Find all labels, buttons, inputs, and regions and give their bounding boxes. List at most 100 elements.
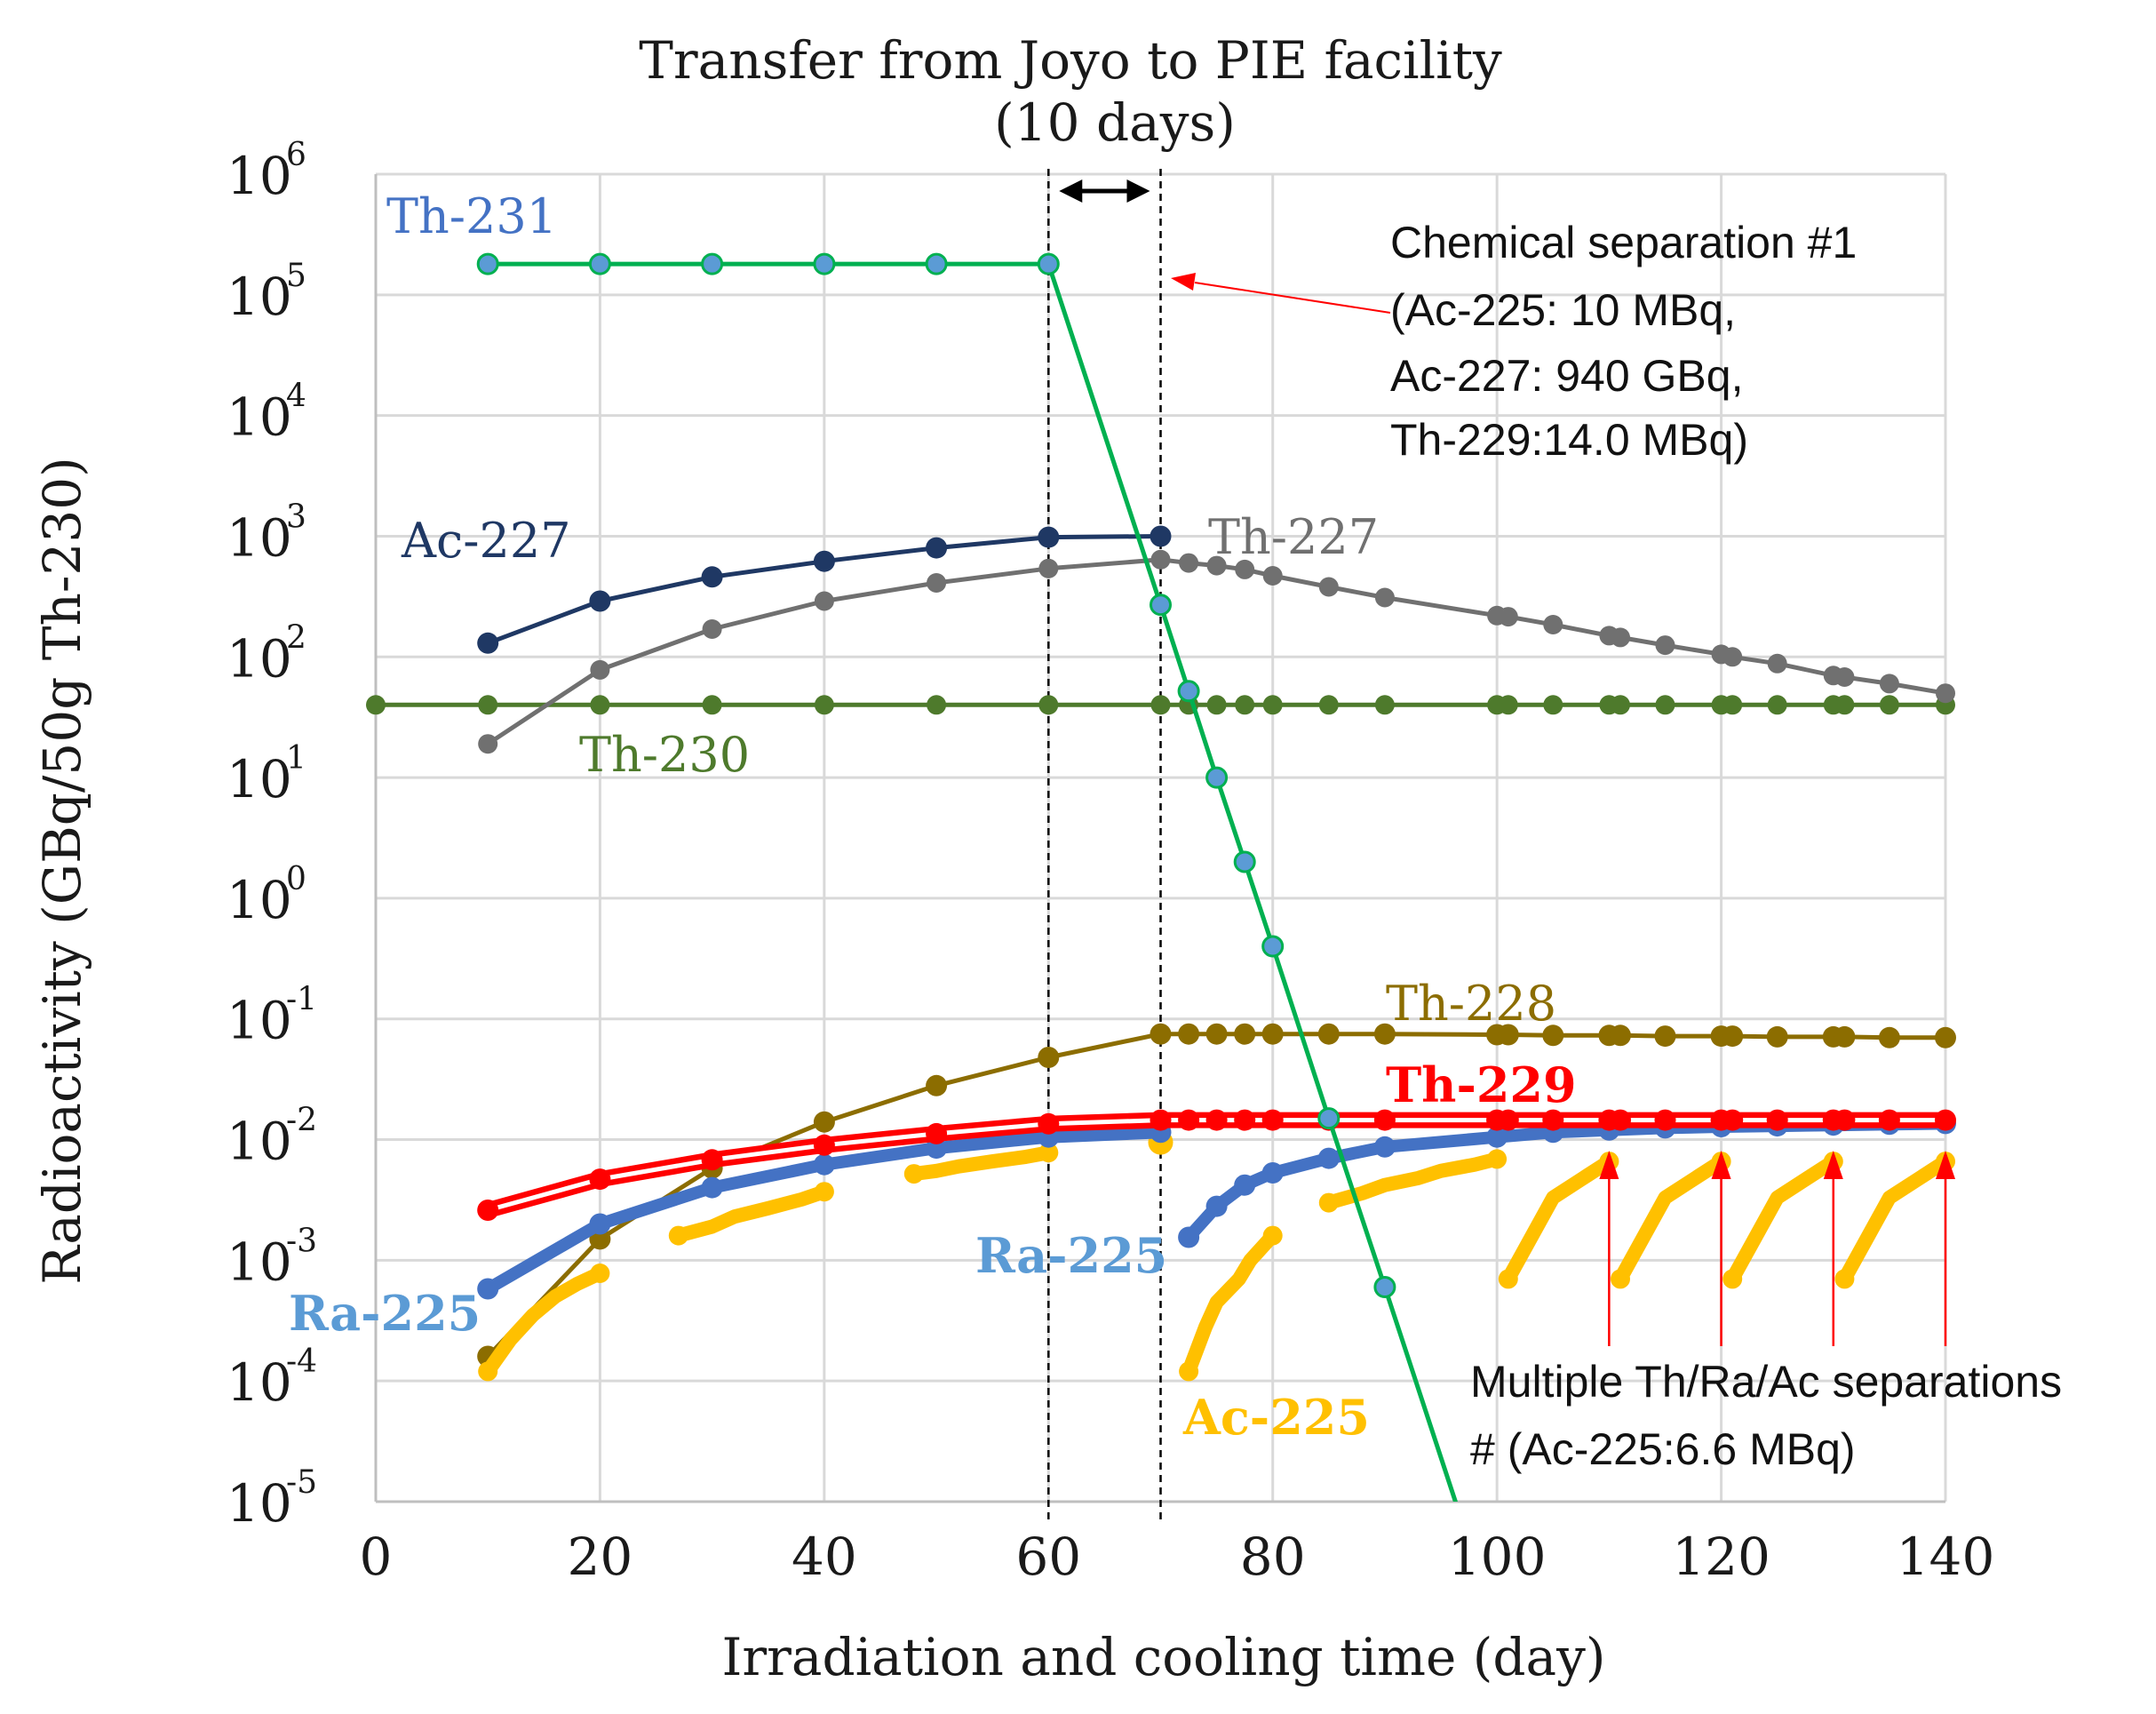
marker-ac-227 xyxy=(926,537,948,559)
marker-th-228 xyxy=(1038,1047,1060,1068)
separation-arrowhead xyxy=(1711,1151,1731,1179)
marker-th-229 xyxy=(1935,1109,1956,1131)
y-tick-exponent: 6 xyxy=(286,137,306,173)
series-line-ac-225 xyxy=(906,1145,1056,1182)
marker-th-230 xyxy=(1235,695,1255,715)
marker-ac-227 xyxy=(813,550,835,572)
y-tick-label: 10 xyxy=(227,507,292,568)
label-th-229: Th-229 xyxy=(1386,1056,1577,1113)
marker-th-229 xyxy=(1654,1109,1676,1131)
marker-th-228 xyxy=(1261,1023,1284,1045)
marker-th-230 xyxy=(1834,695,1855,715)
marker-th-228 xyxy=(1766,1025,1788,1048)
marker-th-227 xyxy=(1262,566,1283,586)
series-line-ac-225 xyxy=(481,1266,608,1379)
marker-th-227 xyxy=(590,659,610,680)
marker-th-231 xyxy=(1205,766,1229,789)
marker-th-228 xyxy=(1610,1024,1631,1047)
marker-th-231 xyxy=(476,252,499,275)
x-tick-label: 100 xyxy=(1448,1527,1547,1587)
marker-th-229 xyxy=(1205,1109,1228,1131)
marker-ac-225 xyxy=(1611,1269,1630,1289)
marker-th-231 xyxy=(1177,680,1200,703)
y-tick-label: 10 xyxy=(227,1352,292,1413)
label-ac-227: Ac-227 xyxy=(401,513,571,569)
marker-th-228 xyxy=(1205,1023,1228,1045)
marker-ac-227 xyxy=(589,590,611,612)
chart-title: Transfer from Joyo to PIE facility xyxy=(639,30,1502,91)
marker-th-229 xyxy=(1542,1109,1564,1131)
series-group xyxy=(366,252,1956,1502)
y-tick-label: 10 xyxy=(227,749,292,809)
marker-ac-227 xyxy=(1150,525,1172,547)
annotation-line: Multiple Th/Ra/Ac separations xyxy=(1470,1357,2062,1407)
y-tick-label: 10 xyxy=(227,1473,292,1534)
axis-ticks: 0 20 40 60 80 100 120 1401061051041031021011001… xyxy=(227,137,1994,1587)
marker-th-227 xyxy=(1150,549,1171,570)
marker-th-231 xyxy=(1317,1107,1341,1130)
marker-ra-225 xyxy=(1486,1126,1508,1148)
marker-th-229 xyxy=(1834,1109,1856,1131)
x-tick-label: 20 xyxy=(568,1527,633,1587)
annotation-line: Ac-227: 940 GBq, xyxy=(1390,351,1743,401)
marker-th-230 xyxy=(1318,695,1339,715)
marker-th-230 xyxy=(1498,695,1518,715)
y-tick-exponent: 1 xyxy=(286,740,306,777)
marker-th-230 xyxy=(590,695,610,715)
marker-ra-225 xyxy=(477,1278,499,1300)
y-tick-label: 10 xyxy=(227,267,292,327)
x-tick-label: 40 xyxy=(792,1527,857,1587)
annotation-line: Chemical separation #1 xyxy=(1390,218,1857,267)
marker-th-228 xyxy=(1234,1023,1256,1045)
series-line-ac-225 xyxy=(1837,1154,1953,1287)
marker-th-230 xyxy=(1611,695,1630,715)
marker-ac-225 xyxy=(903,1164,924,1184)
annotation-line: (Ac-225: 10 MBq, xyxy=(1390,285,1736,335)
marker-th-227 xyxy=(1038,558,1059,578)
marker-th-230 xyxy=(1262,695,1283,715)
marker-th-229 xyxy=(1178,1109,1200,1131)
chart-subtitle: (10 days) xyxy=(994,92,1236,153)
marker-ac-225 xyxy=(478,1361,498,1382)
marker-th-227 xyxy=(1611,627,1630,648)
marker-th-230 xyxy=(1374,695,1395,715)
marker-th-227 xyxy=(478,734,498,754)
marker-th-231 xyxy=(1233,850,1256,873)
y-tick-label: 10 xyxy=(227,991,292,1051)
y-tick-exponent: -4 xyxy=(286,1343,317,1380)
marker-th-229 xyxy=(1497,1109,1519,1131)
label-th-228: Th-228 xyxy=(1386,976,1556,1032)
marker-th-230 xyxy=(1206,695,1227,715)
marker-th-231 xyxy=(1037,252,1060,275)
y-tick-exponent: 3 xyxy=(286,498,306,535)
marker-th-228 xyxy=(1935,1026,1956,1048)
marker-th-228 xyxy=(1722,1025,1744,1048)
marker-th-227 xyxy=(1374,587,1395,608)
y-tick-label: 10 xyxy=(227,870,292,930)
marker-th-227 xyxy=(702,619,722,639)
y-tick-label: 10 xyxy=(227,628,292,689)
series-line-ac-225 xyxy=(671,1184,831,1243)
marker-th-229 xyxy=(1878,1109,1900,1131)
marker-th-230 xyxy=(1038,695,1059,715)
marker-th-228 xyxy=(1878,1026,1900,1048)
transfer-window xyxy=(1047,169,1162,1519)
marker-th-227 xyxy=(1722,647,1743,667)
marker-th-227 xyxy=(1318,577,1339,597)
marker-th-228 xyxy=(813,1111,835,1133)
y-tick-exponent: -2 xyxy=(286,1103,317,1139)
y-tick-exponent: 4 xyxy=(286,379,306,415)
y-tick-exponent: 5 xyxy=(286,258,306,294)
marker-th-230 xyxy=(927,695,947,715)
separation-arrowhead xyxy=(1936,1151,1955,1179)
marker-th-227 xyxy=(1655,635,1675,656)
separation-1-arrowhead xyxy=(1171,273,1196,291)
label-th-230: Th-230 xyxy=(579,727,750,783)
marker-th-228 xyxy=(1373,1023,1396,1045)
marker-ra-225 xyxy=(1178,1226,1200,1248)
separation-1-arrow-line xyxy=(1194,282,1391,314)
marker-th-229 xyxy=(1766,1109,1788,1131)
marker-th-231 xyxy=(813,252,836,275)
label-th-227: Th-227 xyxy=(1208,509,1379,565)
